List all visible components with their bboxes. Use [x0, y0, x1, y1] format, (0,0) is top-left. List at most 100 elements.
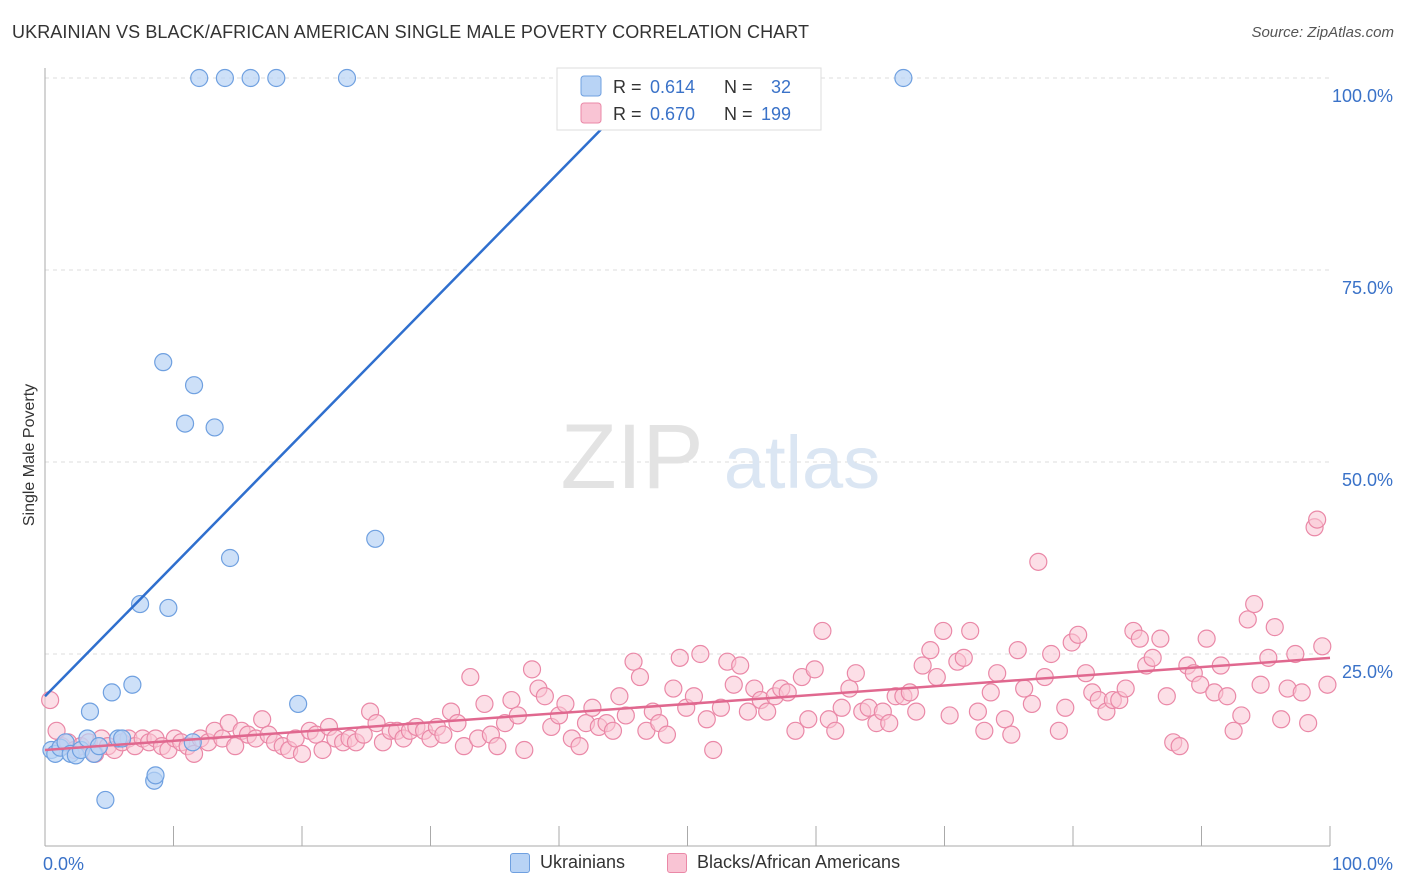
point-ukrainians-25	[205, 418, 224, 437]
point-blacks-147	[1029, 552, 1048, 571]
point-blacks-136	[954, 648, 973, 667]
point-ukrainians-12	[102, 683, 121, 702]
point-blacks-149	[1042, 644, 1061, 664]
point-ukrainians-20	[159, 598, 178, 618]
point-blacks-88	[630, 667, 650, 687]
point-blacks-113	[799, 710, 818, 729]
point-blacks-28	[226, 737, 245, 756]
point-blacks-71	[515, 740, 534, 760]
x-tick-label-1: 100.0%	[1332, 854, 1393, 874]
point-blacks-115	[813, 621, 832, 641]
point-blacks-185	[1286, 644, 1305, 664]
y-tick-label-2: 75.0%	[1342, 278, 1393, 298]
point-ukrainians-16	[130, 594, 150, 614]
point-ukrainians-31	[337, 68, 357, 88]
point-ukrainians-8	[80, 702, 100, 721]
axes	[44, 68, 1331, 847]
point-blacks-103	[731, 656, 750, 675]
point-blacks-32	[253, 710, 272, 729]
point-blacks-178	[1238, 610, 1257, 629]
point-blacks-143	[1002, 725, 1021, 744]
point-blacks-125	[880, 714, 899, 733]
point-blacks-69	[502, 690, 521, 710]
point-ukrainians-26	[215, 68, 234, 88]
point-blacks-172	[1197, 629, 1216, 648]
point-blacks-61	[448, 714, 467, 733]
point-ukrainians-28	[241, 68, 260, 88]
legend-label-blacks: Blacks/African Americans	[697, 852, 901, 872]
legend-swatch-ukrainians	[580, 75, 602, 97]
point-blacks-38	[292, 744, 312, 763]
point-blacks-150	[1049, 721, 1068, 740]
chart-title: UKRAINIAN VS BLACK/AFRICAN AMERICAN SING…	[12, 22, 810, 42]
point-blacks-79	[570, 737, 589, 756]
point-blacks-183	[1272, 710, 1291, 729]
point-blacks-37	[286, 729, 305, 748]
legend-r-value-2: 0.670	[650, 104, 695, 124]
point-blacks-77	[556, 694, 575, 714]
point-blacks-134	[940, 706, 959, 725]
point-blacks-65	[475, 694, 494, 714]
point-blacks-151	[1056, 698, 1075, 717]
point-blacks-81	[583, 698, 602, 717]
point-blacks-118	[832, 698, 851, 717]
point-blacks-62	[454, 737, 474, 756]
point-blacks-104	[738, 702, 757, 721]
x-tick-label-0: 0.0%	[43, 854, 84, 874]
legend-r-value-1: 0.614	[650, 77, 695, 97]
legend-swatch-blacks	[580, 102, 602, 124]
series-blacks-points	[41, 510, 1337, 763]
point-blacks-144	[1008, 641, 1027, 660]
point-blacks-166	[1157, 687, 1176, 706]
point-blacks-99	[704, 740, 723, 760]
point-blacks-67	[488, 737, 507, 756]
legend-r-label-2: R =	[613, 104, 642, 124]
gridlines	[45, 77, 1330, 655]
point-ukrainians-27	[220, 548, 240, 568]
point-blacks-137	[961, 621, 980, 641]
legend-r-label-1: R =	[613, 77, 642, 97]
point-ukrainians-11	[96, 790, 115, 810]
point-blacks-171	[1191, 675, 1210, 694]
point-blacks-111	[786, 721, 805, 740]
point-blacks-93	[664, 679, 683, 698]
point-ukrainians-19	[154, 353, 173, 372]
source-label: Source: ZipAtlas.com	[1251, 24, 1394, 41]
point-blacks-130	[913, 656, 932, 675]
point-blacks-41	[313, 740, 332, 760]
tick-labels: 25.0% 50.0% 75.0% 100.0% 0.0% 100.0%	[43, 86, 1393, 874]
point-blacks-139	[975, 721, 994, 740]
point-blacks-100	[711, 698, 731, 717]
point-ukrainians-32	[366, 529, 385, 548]
point-blacks-165	[1151, 629, 1170, 648]
point-blacks-160	[1116, 679, 1135, 698]
point-blacks-59	[434, 725, 453, 744]
legend-n-label-2: N =	[724, 104, 753, 124]
point-blacks-86	[616, 706, 635, 725]
point-blacks-107	[758, 702, 777, 721]
watermark: ZIP atlas	[560, 406, 880, 508]
trendline-ukrainians	[44, 77, 653, 698]
point-blacks-190	[1313, 637, 1332, 656]
point-blacks-131	[921, 641, 940, 660]
point-blacks-142	[995, 710, 1014, 729]
point-blacks-176	[1224, 721, 1243, 740]
point-blacks-154	[1076, 664, 1095, 683]
point-blacks-119	[840, 679, 859, 698]
legend-bottom: Ukrainians Blacks/African Americans	[0, 852, 1406, 878]
trendlines	[44, 77, 1331, 752]
y-tick-label-3: 100.0%	[1332, 86, 1393, 106]
point-blacks-179	[1245, 594, 1264, 614]
legend-top: R = 0.614 N = 32 R = 0.670 N = 199	[556, 67, 822, 131]
legend-label-ukrainians: Ukrainians	[540, 852, 626, 872]
point-blacks-189	[1308, 510, 1327, 529]
point-blacks-97	[691, 644, 710, 664]
point-ukrainians-21	[175, 414, 195, 433]
legend-item-blacks: Blacks/African Americans	[667, 852, 900, 873]
point-blacks-114	[805, 660, 824, 679]
point-ukrainians-30	[289, 694, 308, 714]
point-blacks-175	[1218, 687, 1237, 706]
point-blacks-92	[657, 725, 677, 744]
point-blacks-182	[1265, 618, 1284, 637]
